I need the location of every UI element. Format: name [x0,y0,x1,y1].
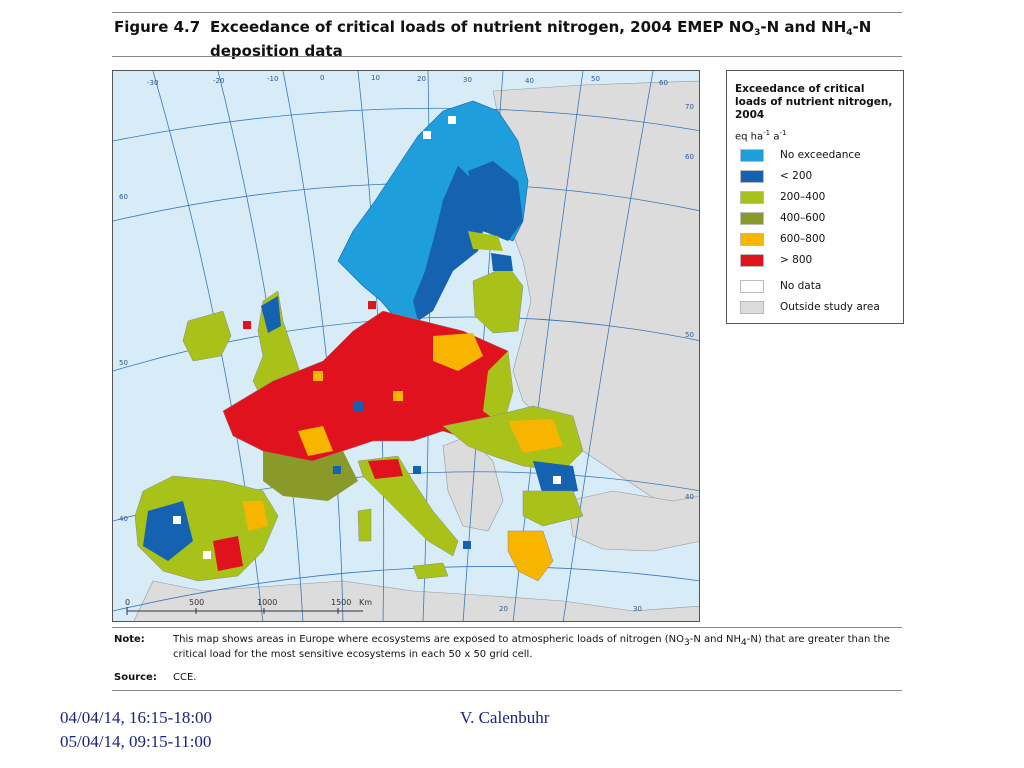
svg-text:30: 30 [463,76,472,84]
legend-label: No exceedance [780,149,861,161]
region-france-south [263,451,358,501]
legend-label: > 800 [780,254,813,266]
legend-swatch [740,233,764,246]
legend-swatch [740,301,764,314]
svg-text:0: 0 [320,74,324,82]
region-italy-red [368,459,403,479]
svg-text:60: 60 [119,193,128,201]
svg-text:20: 20 [499,605,508,613]
svg-text:40: 40 [525,77,534,85]
legend-unit: eq ha-1 a-1 [735,129,787,143]
legend-swatch [740,254,764,267]
map-legend: Exceedance of critical loads of nutrient… [726,70,904,324]
figure-number: Figure 4.7 [114,18,201,36]
legend-swatch [740,280,764,293]
region-britain-blue [261,296,281,333]
legend-item-gt-800: > 800 [740,254,900,268]
svg-text:30: 30 [633,605,642,613]
legend-swatch [740,191,764,204]
region-sicily [412,562,449,580]
outside-turkey [567,490,699,552]
europe-map: -30 -20 -10 0 10 20 30 40 50 60 20 30 70… [112,70,700,622]
svg-text:-30: -30 [147,79,158,87]
legend-swatch [740,170,764,183]
map-svg: -30 -20 -10 0 10 20 30 40 50 60 20 30 70… [113,71,699,621]
svg-text:50: 50 [685,331,694,339]
figure-title: Exceedance of critical loads of nutrient… [210,18,872,60]
legend-item-no-data: No data [740,280,900,294]
legend-swatch [740,149,764,162]
title-rule [112,56,902,57]
region-finland-south [468,231,503,251]
svg-text:50: 50 [591,75,600,83]
svg-text:0: 0 [125,598,130,607]
notes-rule [112,627,902,628]
note-label: Note: [114,634,145,645]
footer-date-2: 05/04/14, 09:15-11:00 [60,732,212,751]
top-rule [112,12,902,13]
region-greece [507,530,554,582]
legend-item-lt-200: < 200 [740,170,900,184]
legend-swatch [740,212,764,225]
region-iberia-yellow [243,501,268,531]
svg-text:40: 40 [685,493,694,501]
svg-text:60: 60 [685,153,694,161]
legend-label: 600–800 [780,233,826,245]
region-finland [468,161,523,241]
svg-text:-10: -10 [267,75,278,83]
svg-text:20: 20 [417,75,426,83]
svg-text:Km: Km [359,598,372,607]
legend-item-400-600: 400–600 [740,212,900,226]
svg-text:-20: -20 [213,77,224,85]
region-france-yellow [298,426,333,456]
source-text: CCE. [173,672,197,683]
region-sardinia [357,508,372,542]
legend-label: No data [780,280,822,292]
svg-text:50: 50 [119,359,128,367]
outside-africa [133,580,699,621]
note-text: This map shows areas in Europe where eco… [173,634,890,660]
legend-label: 400–600 [780,212,826,224]
legend-item-outside: Outside study area [740,301,900,315]
svg-text:1000: 1000 [257,598,277,607]
legend-item-600-800: 600–800 [740,233,900,247]
legend-item-no-exceedance: No exceedance [740,149,900,163]
footer-date-1: 04/04/14, 16:15-18:00 [60,708,213,727]
region-iberia-red [213,536,243,571]
region-ireland [182,310,232,362]
svg-text:40: 40 [119,515,128,523]
legend-title: Exceedance of critical loads of nutrient… [735,83,893,121]
grid-cell-accents [173,116,561,559]
region-baltics-blue [491,253,513,271]
svg-text:60: 60 [659,79,668,87]
legend-label: < 200 [780,170,813,182]
legend-item-200-400: 200–400 [740,191,900,205]
region-baltics [472,265,524,334]
svg-text:1500: 1500 [331,598,351,607]
region-hungary-yellow [508,419,563,453]
legend-label: Outside study area [780,301,880,313]
region-bulgaria [522,490,584,527]
region-italy [357,455,459,557]
region-sweden-low [413,166,483,321]
footer-author: V. Calenbuhr [460,708,550,727]
region-belarus [483,351,513,426]
source-label: Source: [114,672,157,683]
svg-text:500: 500 [189,598,204,607]
svg-text:10: 10 [371,74,380,82]
svg-text:70: 70 [685,103,694,111]
scale-bar: 0 500 1000 1500 Km [125,598,372,615]
bottom-rule [112,690,902,691]
legend-label: 200–400 [780,191,826,203]
region-poland-yellow [433,333,483,371]
graticule-labels: -30 -20 -10 0 10 20 30 40 50 60 20 30 70… [119,74,694,613]
